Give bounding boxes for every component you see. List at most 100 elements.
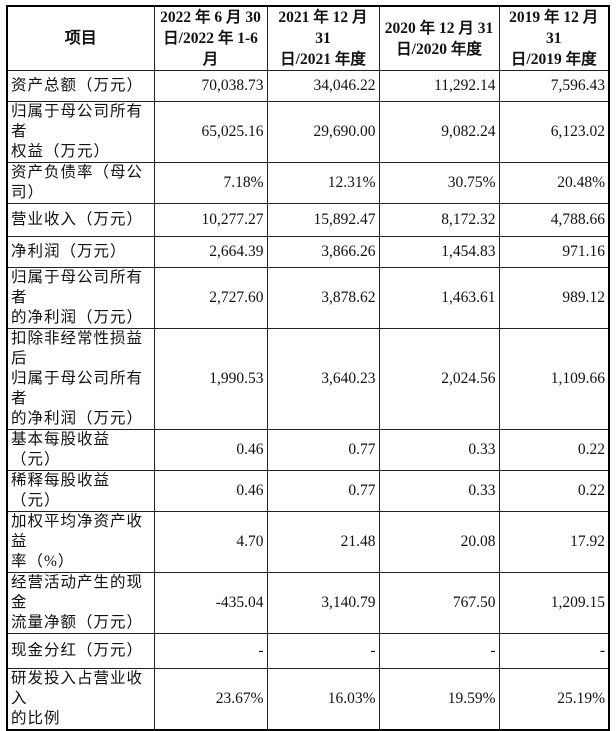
- row-label-line: 的净利润（万元）: [11, 309, 144, 326]
- value-cell: 7.18%: [153, 162, 268, 204]
- table-row: 加权平均净资产收益 率（%） 4.70 21.48 20.08 17.92: [6, 511, 610, 573]
- row-label: 营业收入（万元）: [6, 203, 155, 237]
- value-cell: 10,277.27: [153, 203, 268, 237]
- value-cell: 1,463.61: [378, 267, 500, 329]
- row-label-line: 归属于母公司所有者: [11, 269, 144, 306]
- header-line: 2021 年 12 月 31: [278, 9, 368, 47]
- value-cell: 20.08: [378, 511, 500, 573]
- value-cell: 34,046.22: [266, 70, 380, 102]
- row-label: 净利润（万元）: [6, 236, 155, 268]
- row-label: 研发投入占营业收入的比例: [6, 668, 155, 731]
- value-cell: -: [498, 633, 610, 669]
- header-line: 2019 年 12 月 31: [509, 9, 599, 47]
- row-label-line: 加权平均净资产收益: [11, 513, 144, 550]
- value-cell: 0.33: [378, 470, 500, 512]
- header-line: 日/2022 年 1-6 月: [163, 30, 258, 68]
- row-label: 加权平均净资产收益率（%）: [6, 511, 155, 573]
- value-cell: 0.22: [498, 429, 610, 471]
- header-period: 2021 年 12 月 31 日/2021 年度: [266, 5, 380, 71]
- row-label-line: 基本每股收益（元）: [11, 431, 111, 468]
- table-row: 资产总额（万元） 70,038.73 34,046.22 11,292.14 7,596…: [6, 70, 610, 102]
- value-cell: 0.77: [266, 470, 380, 512]
- header-line: 2022 年 6 月 30: [160, 9, 261, 26]
- table-row: 归属于母公司所有者 权益（万元） 65,025.16 29,690.00 9,082.2…: [6, 101, 610, 163]
- header-period: 2019 年 12 月 31 日/2019 年度: [498, 5, 610, 71]
- table-row: 稀释每股收益（元） 0.46 0.77 0.33 0.22: [6, 470, 610, 512]
- header-line: 日/2020 年度: [396, 40, 482, 58]
- row-label-line: 营业收入（万元）: [11, 211, 144, 228]
- table-row: 研发投入占营业收入 的比例 23.67% 16.03% 19.59% 25.19%: [6, 668, 610, 731]
- row-label: 稀释每股收益（元）: [6, 470, 155, 512]
- value-cell: 16.03%: [266, 668, 380, 731]
- row-label: 经营活动产生的现金流量净额（万元）: [6, 572, 155, 634]
- row-label: 归属于母公司所有者的净利润（万元）: [6, 267, 155, 329]
- table-header-row: 项目 2022 年 6 月 30 日/2022 年 1-6 月 2021 年 12…: [6, 5, 610, 71]
- value-cell: 3,140.79: [266, 572, 380, 634]
- value-cell: 70,038.73: [153, 70, 268, 102]
- value-cell: 1,990.53: [153, 328, 268, 430]
- header-line: 日/2021 年度: [280, 51, 366, 68]
- value-cell: 29,690.00: [266, 101, 380, 163]
- value-cell: 4,788.66: [498, 203, 610, 237]
- value-cell: 23.67%: [153, 668, 268, 731]
- value-cell: 9,082.24: [378, 101, 500, 163]
- value-cell: 7,596.43: [498, 70, 610, 102]
- header-item: 项目: [6, 5, 155, 71]
- value-cell: 2,664.39: [153, 236, 268, 268]
- row-label-line: 资产负债率（母公司）: [11, 164, 144, 201]
- row-label-line: 扣除非经常性损益后: [11, 330, 144, 367]
- value-cell: 19.59%: [378, 668, 500, 731]
- row-label-line: 净利润（万元）: [11, 243, 127, 260]
- row-label: 归属于母公司所有者 权益（万元）: [6, 101, 155, 163]
- value-cell: 0.33: [378, 429, 500, 471]
- value-cell: 1,109.66: [498, 328, 610, 430]
- row-label-line: 的比例: [11, 710, 61, 727]
- value-cell: 3,878.62: [266, 267, 380, 329]
- row-label-line: 流量净额（万元）: [11, 614, 144, 631]
- table-row: 基本每股收益（元） 0.46 0.77 0.33 0.22: [6, 429, 610, 471]
- value-cell: 971.16: [498, 236, 610, 268]
- table-row: 营业收入（万元） 10,277.27 15,892.47 8,172.32 4,788.…: [6, 203, 610, 237]
- value-cell: 2,727.60: [153, 267, 268, 329]
- value-cell: -: [266, 633, 380, 669]
- value-cell: 4.70: [153, 511, 268, 573]
- value-cell: 3,640.23: [266, 328, 380, 430]
- value-cell: 989.12: [498, 267, 610, 329]
- value-cell: 8,172.32: [378, 203, 500, 237]
- row-label-line: 归属于母公司所有者: [11, 370, 144, 407]
- row-label-line: 稀释每股收益（元）: [11, 472, 111, 509]
- header-period: 2020 年 12 月 31 日/2020 年度: [378, 5, 500, 71]
- row-label-line: 的净利润（万元）: [11, 410, 144, 427]
- header-line: 2020 年 12 月 31: [384, 19, 494, 37]
- table-row: 现金分红（万元） - - - -: [6, 633, 610, 669]
- header-period: 2022 年 6 月 30 日/2022 年 1-6 月: [153, 5, 268, 71]
- value-cell: -: [153, 633, 268, 669]
- table-row: 资产负债率（母公司） 7.18% 12.31% 30.75% 20.48%: [6, 162, 610, 204]
- row-label: 扣除非经常性损益后 归属于母公司所有者的净利润（万元）: [6, 328, 155, 430]
- value-cell: 11,292.14: [378, 70, 500, 102]
- table-row: 归属于母公司所有者 的净利润（万元） 2,727.60 3,878.62 1,463.6…: [6, 267, 610, 329]
- row-label: 资产总额（万元）: [6, 70, 155, 102]
- value-cell: 20.48%: [498, 162, 610, 204]
- value-cell: -435.04: [153, 572, 268, 634]
- value-cell: 3,866.26: [266, 236, 380, 268]
- value-cell: 17.92: [498, 511, 610, 573]
- value-cell: 21.48: [266, 511, 380, 573]
- row-label: 资产负债率（母公司）: [6, 162, 155, 204]
- value-cell: 30.75%: [378, 162, 500, 204]
- row-label-line: 率（%）: [11, 553, 75, 570]
- value-cell: 2,024.56: [378, 328, 500, 430]
- value-cell: 65,025.16: [153, 101, 268, 163]
- table-row: 经营活动产生的现金 流量净额（万元） -435.04 3,140.79 767.50 1,…: [6, 572, 610, 634]
- row-label-line: 权益（万元）: [11, 143, 111, 160]
- financial-summary-table: 项目 2022 年 6 月 30 日/2022 年 1-6 月 2021 年 12…: [6, 5, 610, 731]
- value-cell: -: [378, 633, 500, 669]
- value-cell: 1,454.83: [378, 236, 500, 268]
- row-label-line: 研发投入占营业收入: [11, 670, 144, 707]
- table-row: 净利润（万元） 2,664.39 3,866.26 1,454.83 971.16: [6, 236, 610, 268]
- row-label: 现金分红（万元）: [6, 633, 155, 669]
- value-cell: 0.77: [266, 429, 380, 471]
- value-cell: 25.19%: [498, 668, 610, 731]
- value-cell: 0.22: [498, 470, 610, 512]
- row-label-line: 经营活动产生的现金: [11, 574, 144, 611]
